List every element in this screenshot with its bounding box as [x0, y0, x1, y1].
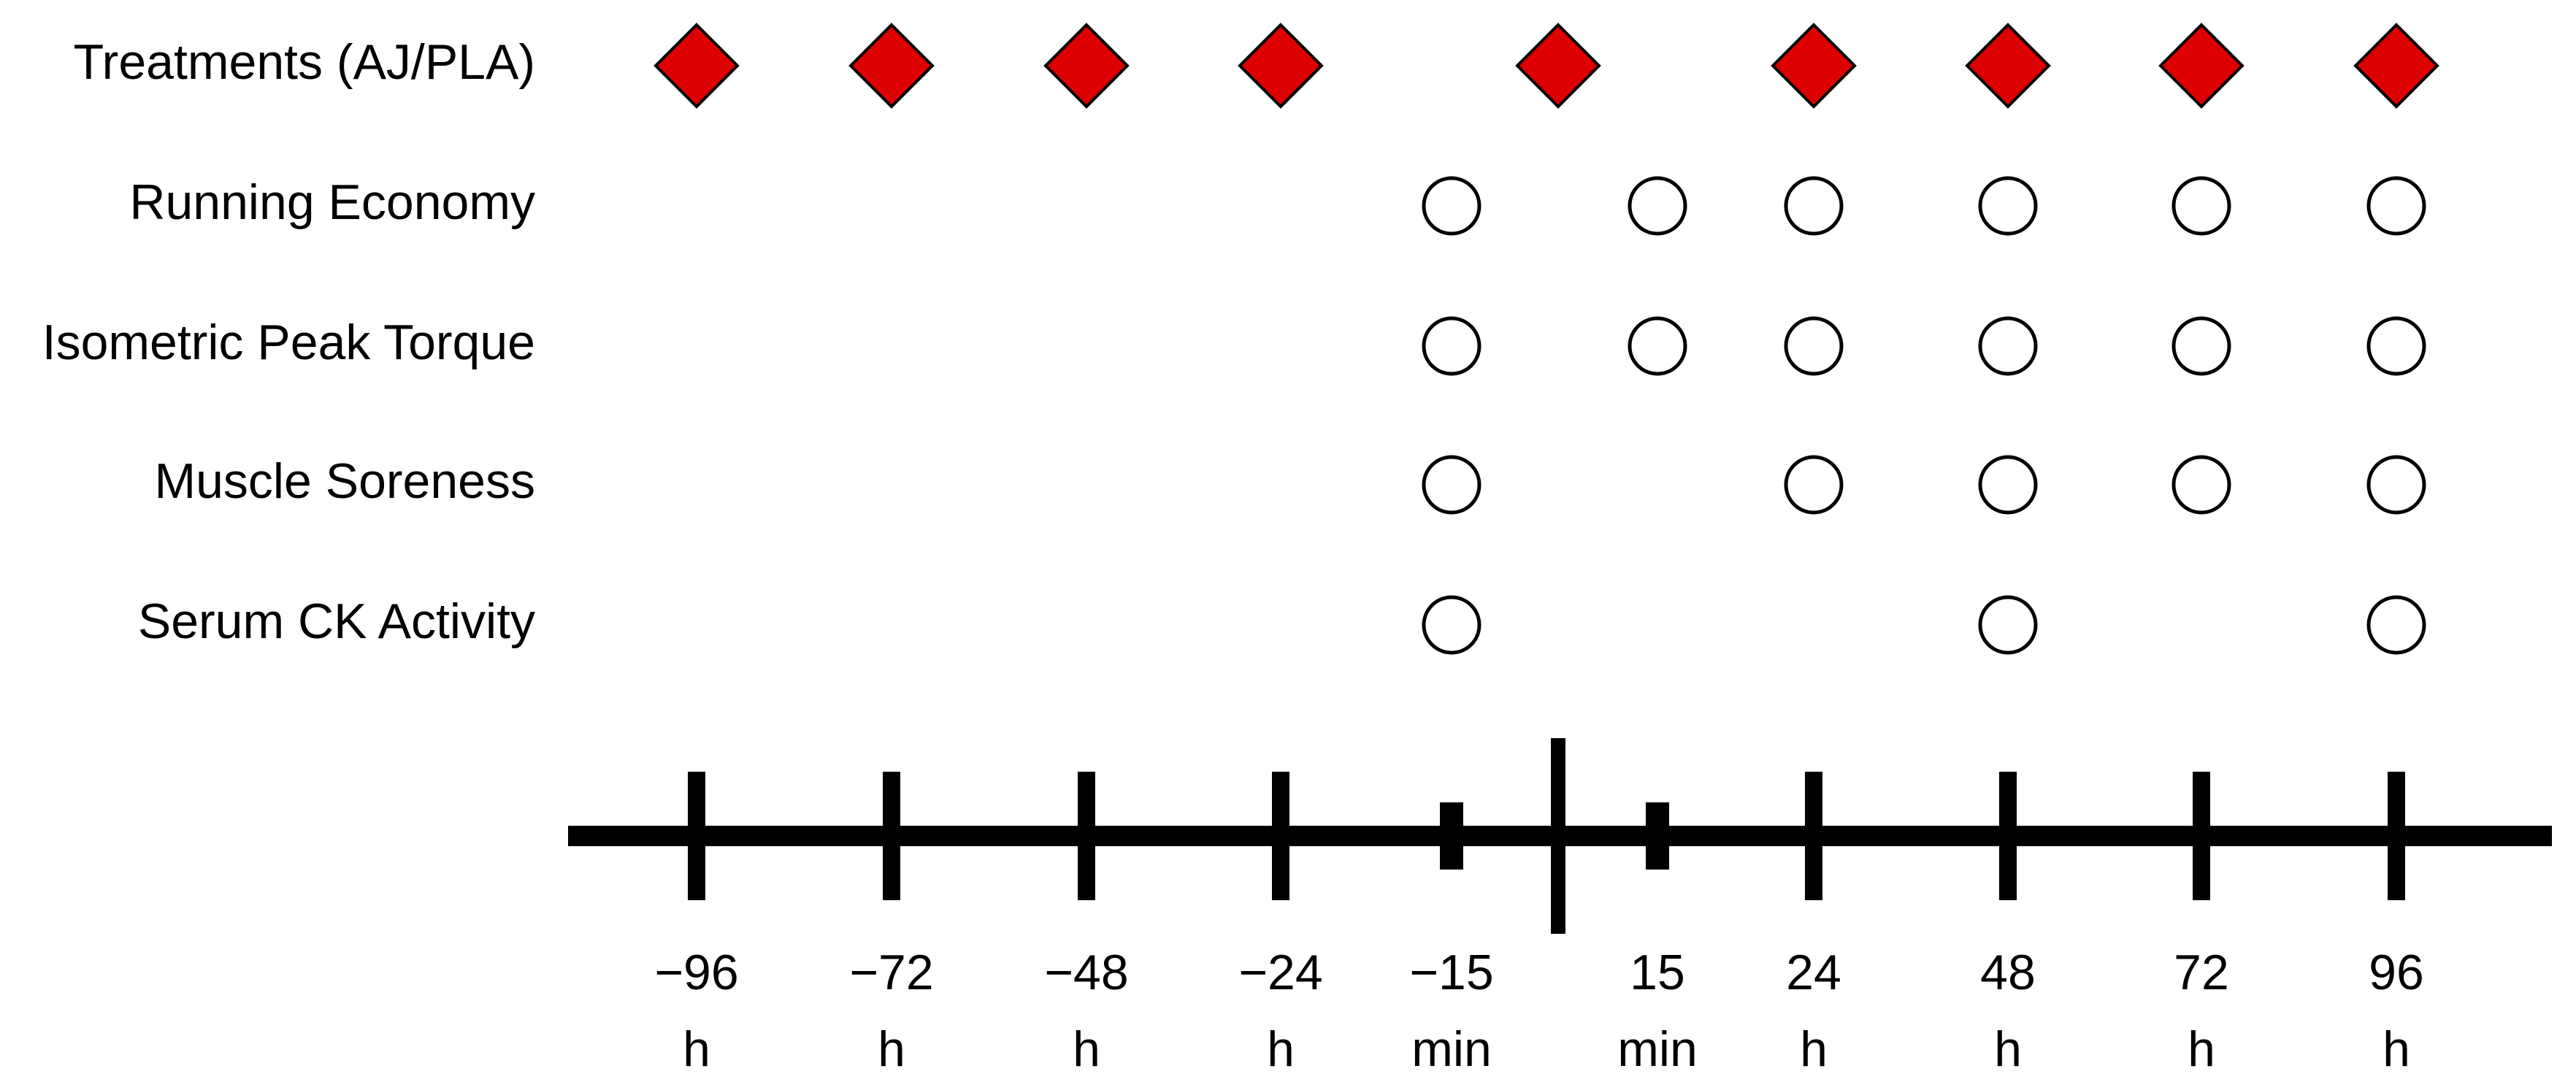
timeline-axis: −96 h −72 h −48 h −24 h −15 min 15 min 24 h 48 h 72 h 96 h [568, 738, 2552, 1077]
tick-value-label: −48 [1044, 945, 1128, 1000]
muscle-soreness-circle-marker [1978, 455, 2038, 515]
tick-value-label: −24 [1238, 945, 1322, 1000]
isometric-peak-torque-circle-marker [1978, 316, 2038, 376]
tick-value-label: 15 [1630, 945, 1685, 1000]
treatment-diamond-marker [1515, 23, 1601, 109]
tick-unit-label: h [1800, 1021, 1828, 1077]
row-label-muscle-soreness: Muscle Soreness [154, 453, 535, 509]
row-label-serum-ck-activity: Serum CK Activity [138, 594, 535, 649]
muscle-soreness-circle-marker [1784, 455, 1844, 515]
row-label-isometric-peak-torque: Isometric Peak Torque [42, 315, 535, 370]
serum-ck-activity-circle-marker [1978, 595, 2038, 655]
tick-unit-label: h [683, 1021, 710, 1077]
tick-value-label: 48 [1980, 945, 2036, 1000]
tick-unit-label: h [1994, 1021, 2022, 1077]
muscle-soreness-circle-marker [2366, 455, 2426, 515]
tick-unit-label: min [1617, 1021, 1698, 1077]
isometric-peak-torque-circle-marker [1784, 316, 1844, 376]
tick-value-label: −96 [654, 945, 738, 1000]
treatment-diamond-marker [1771, 23, 1857, 109]
tick-value-label: 24 [1786, 945, 1841, 1000]
treatment-diamond-marker [1043, 23, 1130, 109]
running-economy-circle-marker [1628, 176, 1687, 236]
running-economy-circle-marker [2171, 176, 2231, 236]
muscle-soreness-circle-marker [2171, 455, 2231, 515]
tick-value-label: 96 [2369, 945, 2424, 1000]
tick-value-label: −15 [1409, 945, 1493, 1000]
treatment-diamond-marker [848, 23, 935, 109]
treatment-diamond-marker [1238, 23, 1324, 109]
row-labels: Treatments (AJ/PLA) Running Economy Isomet… [42, 34, 535, 649]
row-label-treatments: Treatments (AJ/PLA) [74, 34, 535, 90]
tick-unit-label: h [1267, 1021, 1295, 1077]
isometric-peak-torque-circle-marker [2171, 316, 2231, 376]
treatment-diamond-marker [653, 23, 740, 109]
muscle-soreness-circle-marker [1422, 455, 1481, 515]
isometric-peak-torque-circle-marker [1628, 316, 1687, 376]
serum-ck-activity-circle-marker [1422, 595, 1481, 655]
running-economy-circle-marker [1978, 176, 2038, 236]
row-label-running-economy: Running Economy [129, 174, 535, 230]
tick-unit-label: h [2383, 1021, 2410, 1077]
running-economy-circle-marker [1422, 176, 1481, 236]
tick-unit-label: h [878, 1021, 905, 1077]
running-economy-circle-marker [1784, 176, 1844, 236]
running-economy-circle-marker [2366, 176, 2426, 236]
tick-value-label: −72 [849, 945, 933, 1000]
tick-unit-label: min [1411, 1021, 1492, 1077]
isometric-peak-torque-circle-marker [1422, 316, 1481, 376]
treatment-diamond-marker [2158, 23, 2245, 109]
isometric-peak-torque-circle-marker [2366, 316, 2426, 376]
tick-value-label: 72 [2174, 945, 2229, 1000]
treatment-diamond-marker [1965, 23, 2051, 109]
row-markers [653, 23, 2439, 655]
tick-unit-label: h [2188, 1021, 2215, 1077]
treatment-diamond-marker [2353, 23, 2439, 109]
serum-ck-activity-circle-marker [2366, 595, 2426, 655]
tick-unit-label: h [1073, 1021, 1100, 1077]
